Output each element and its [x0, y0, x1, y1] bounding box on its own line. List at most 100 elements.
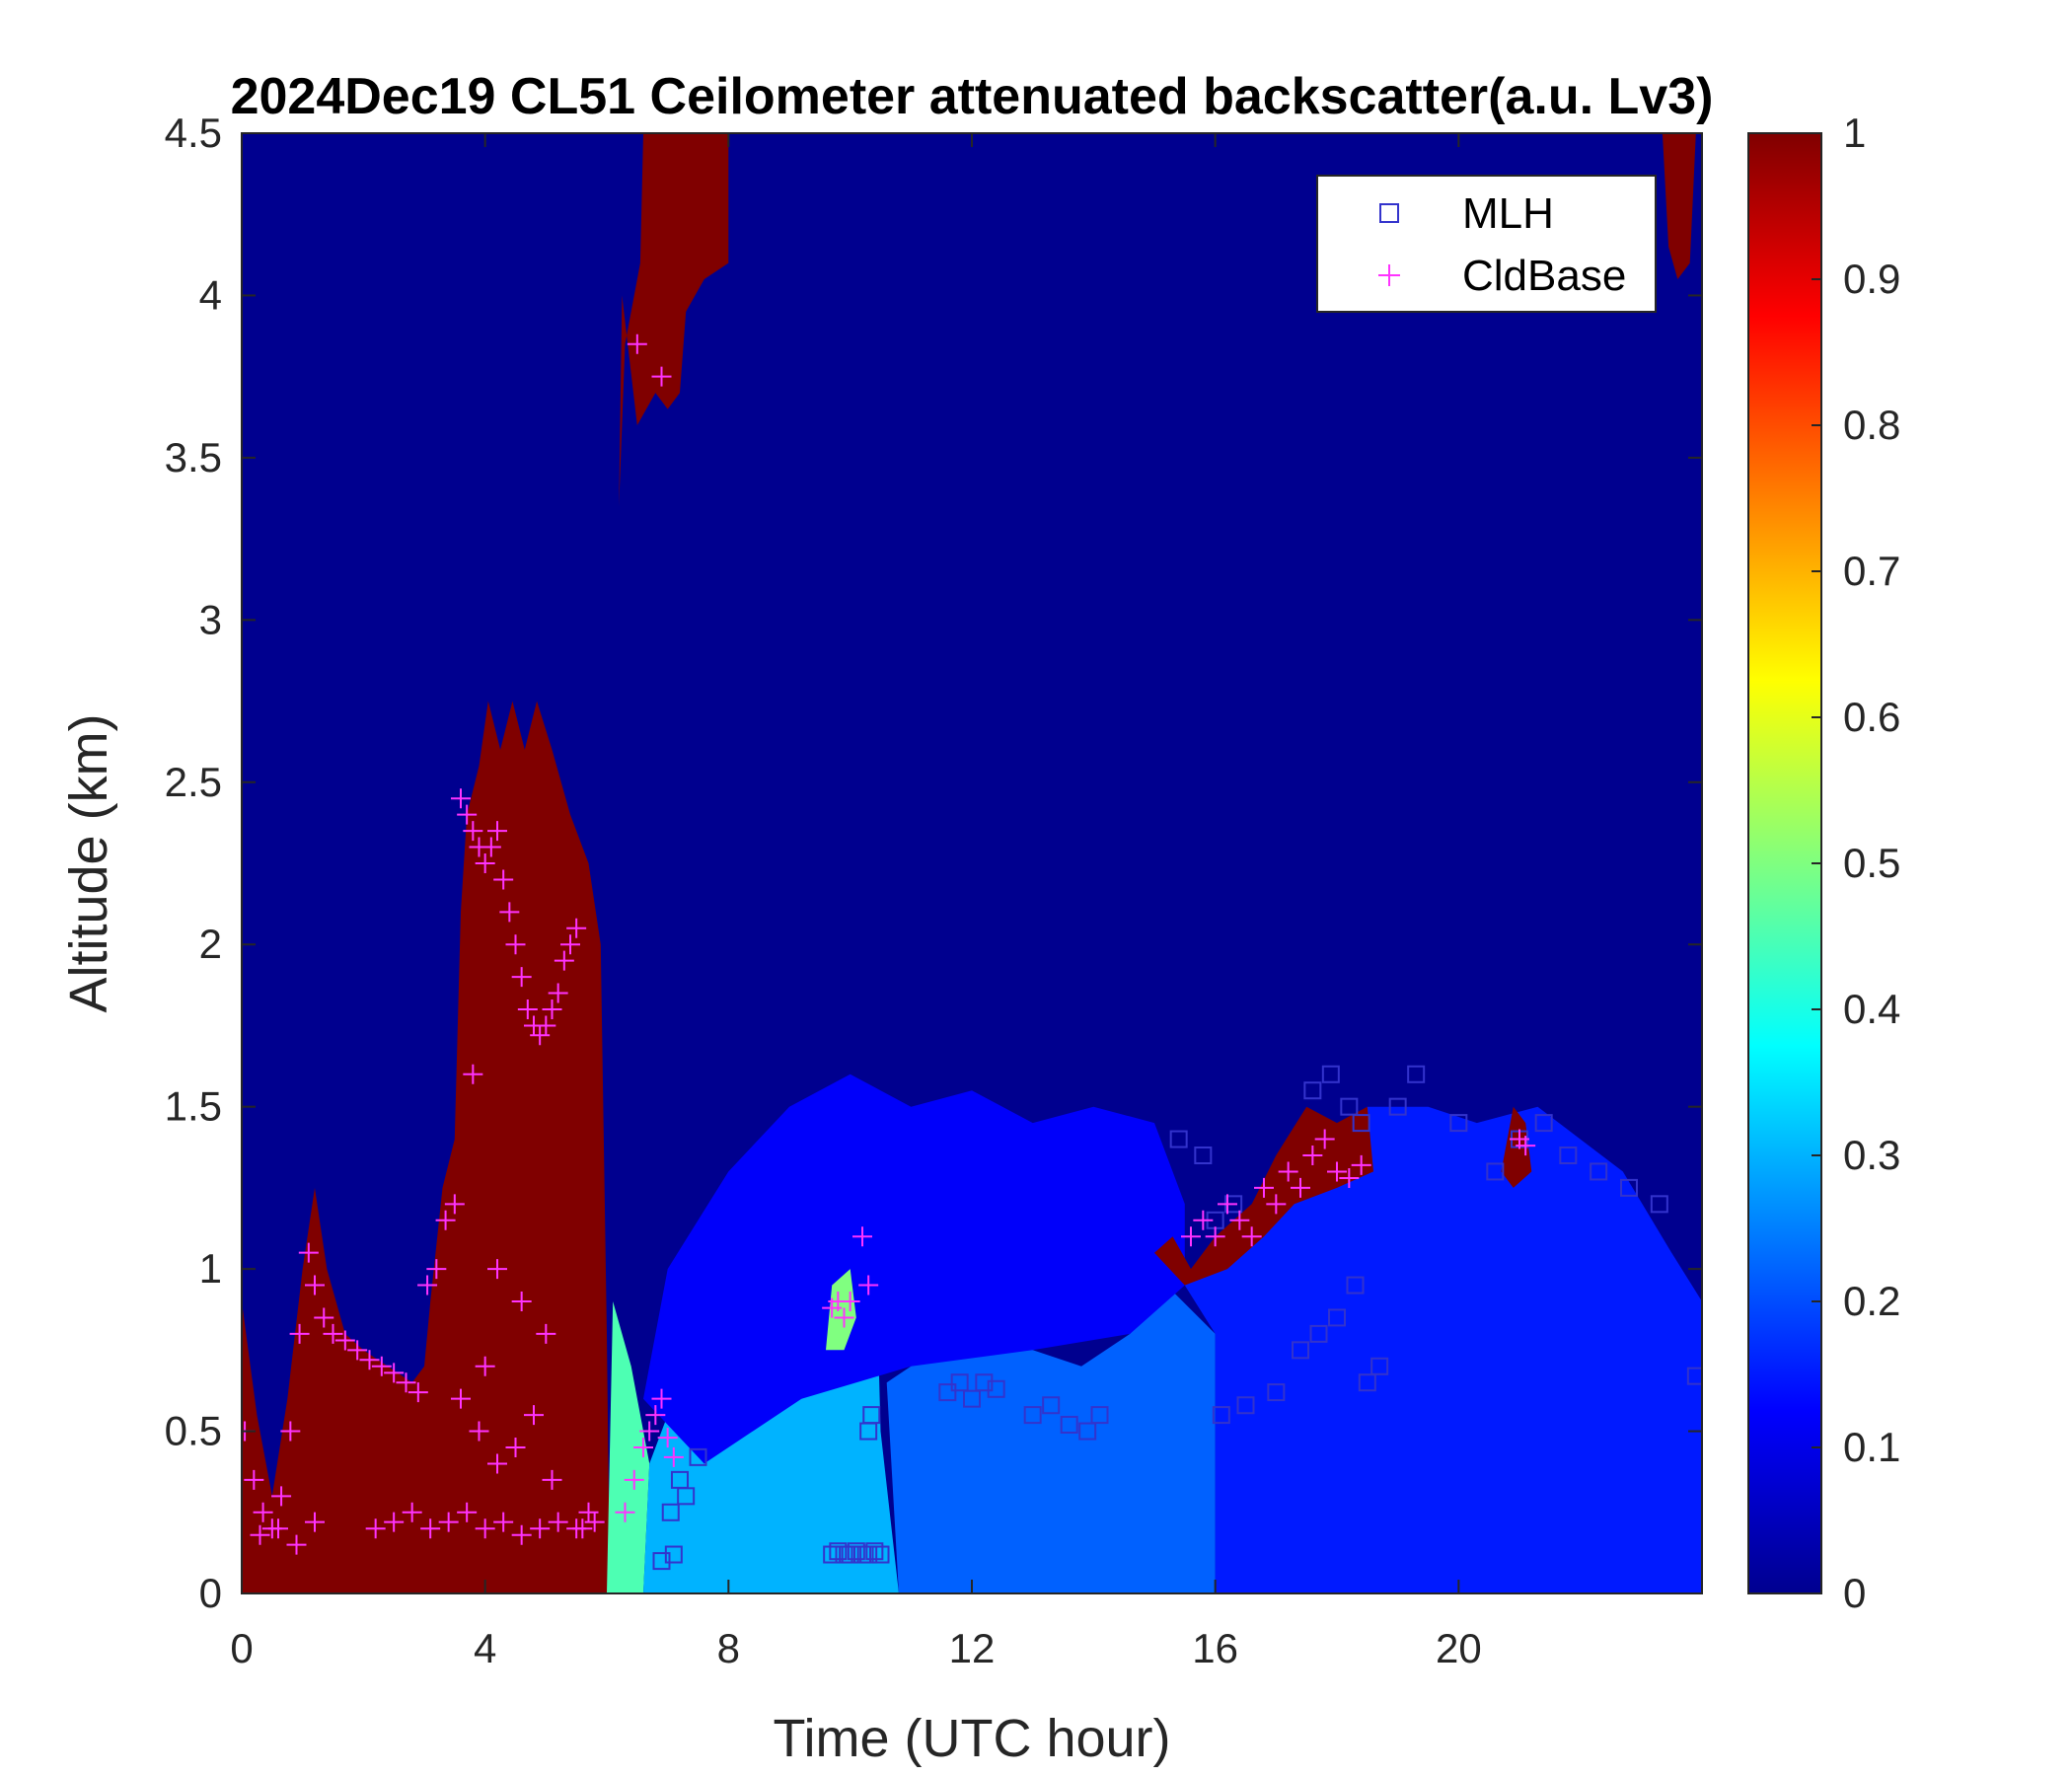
mlh-marker	[963, 1389, 981, 1408]
mlh-marker	[1090, 1406, 1109, 1425]
cldbase-marker	[1314, 1129, 1335, 1149]
cldbase-marker	[305, 1512, 325, 1532]
cldbase-marker	[314, 1307, 334, 1328]
mlh-marker	[1686, 1367, 1702, 1385]
mlh-marker	[1358, 1373, 1376, 1392]
cldbase-marker	[323, 1323, 343, 1344]
colorbar-tick-label: 0.2	[1843, 1278, 1900, 1324]
y-tick-label: 2.5	[165, 759, 222, 805]
y-tick-label: 0	[199, 1570, 222, 1616]
cldbase-marker	[457, 1502, 478, 1522]
mlh-marker	[841, 1545, 859, 1564]
cldbase-marker	[359, 1350, 380, 1370]
mlh-marker	[859, 1545, 878, 1564]
cldbase-marker	[536, 1323, 556, 1344]
cldbase-marker	[584, 1512, 605, 1532]
backscatter-region-5	[886, 1285, 1216, 1593]
cldbase-marker	[560, 934, 580, 955]
cldbase-marker	[624, 1469, 644, 1490]
mlh-marker	[1060, 1415, 1078, 1434]
cldbase-marker	[615, 1502, 635, 1522]
cldbase-marker	[858, 1275, 879, 1295]
chart-title: 2024Dec19 CL51 Ceilometer attenuated bac…	[231, 68, 1714, 125]
y-tick-label: 4.5	[165, 110, 222, 156]
cldbase-marker	[347, 1340, 368, 1361]
mlh-marker	[975, 1373, 994, 1392]
colorbar-axis: 0 0.1 0.2 0.3 0.4 0.5 0.6 0.7 0.8 0.9 1	[1812, 110, 1900, 1616]
mlh-marker	[1212, 1406, 1230, 1425]
cldbase-marker	[384, 1363, 405, 1383]
cldbase-marker	[542, 1469, 562, 1490]
mlh-marker	[950, 1373, 969, 1392]
cldbase-marker	[402, 1502, 422, 1522]
mlh-marker	[829, 1542, 848, 1561]
colorbar-tick-label: 0.8	[1843, 402, 1900, 448]
cldbase-marker	[1229, 1210, 1250, 1230]
x-tick-label: 8	[717, 1625, 740, 1671]
backscatter-region-10	[826, 1269, 856, 1351]
mlh-marker	[1328, 1308, 1346, 1327]
cldbase-marker	[627, 333, 647, 354]
cldbase-marker	[834, 1307, 854, 1328]
mlh-marker	[1236, 1396, 1255, 1415]
cldbase-marker	[1254, 1177, 1274, 1198]
legend-label: CldBase	[1462, 252, 1626, 300]
x-axis-label: Time (UTC hour)	[773, 1709, 1170, 1768]
x-tick-label: 12	[949, 1625, 996, 1671]
cldbase-marker	[840, 1292, 860, 1311]
mlh-marker	[1023, 1406, 1042, 1425]
cldbase-marker	[396, 1372, 416, 1393]
cldbase-marker	[566, 1518, 587, 1539]
cldbase-marker	[451, 1388, 471, 1409]
backscatter-region-6	[1184, 1106, 1702, 1593]
mlh-marker	[1407, 1065, 1426, 1083]
cldbase-marker	[271, 1486, 292, 1507]
mlh-marker	[1042, 1396, 1061, 1415]
mlh-marker	[1346, 1276, 1365, 1295]
cldbase-marker	[1278, 1161, 1298, 1182]
mlh-marker	[1352, 1114, 1370, 1133]
cldbase-marker	[298, 1242, 319, 1263]
cldbase-marker	[536, 1015, 556, 1036]
mlh-marker	[1388, 1097, 1407, 1116]
cldbase-marker	[493, 869, 514, 890]
y-axis-label: Altitude (km)	[59, 713, 118, 1012]
cldbase-marker	[493, 1512, 514, 1532]
mlh-marker	[689, 1447, 707, 1466]
x-tick-label: 20	[1436, 1625, 1482, 1671]
cldbase-marker	[250, 1524, 270, 1545]
cldbase-marker	[280, 1421, 301, 1442]
cldbase-marker	[511, 1292, 532, 1311]
cldbase-marker	[305, 1275, 325, 1295]
colorbar-tick-label: 1	[1843, 110, 1866, 156]
cldbase-marker	[268, 1518, 288, 1539]
mlh-marker	[661, 1503, 680, 1521]
cldbase-marker	[505, 934, 526, 955]
mlh-marker	[987, 1379, 1005, 1398]
cldbase-marker	[475, 1356, 495, 1376]
cldbase-marker	[286, 1534, 307, 1555]
cldbase-marker	[511, 967, 532, 988]
cldbase-marker	[365, 1518, 386, 1539]
cldbase-marker	[645, 1405, 666, 1426]
mlh-marker	[671, 1470, 689, 1489]
cldbase-marker	[487, 1259, 507, 1280]
colorbar-tick-label: 0.4	[1843, 986, 1900, 1032]
mlh-marker	[1169, 1130, 1188, 1148]
cldbase-marker	[420, 1518, 441, 1539]
mlh-marker	[1370, 1357, 1389, 1375]
cldbase-marker	[253, 1502, 273, 1522]
cldbase-marker	[469, 1421, 489, 1442]
mlh-marker	[938, 1383, 957, 1402]
cldbase-marker	[438, 1512, 459, 1532]
y-tick-label: 3	[199, 596, 222, 642]
mlh-marker	[1620, 1178, 1638, 1197]
cldbase-marker	[1516, 1136, 1536, 1156]
colorbar-tick-label: 0	[1843, 1570, 1866, 1616]
cldbase-marker	[487, 1453, 507, 1474]
y-tick-label: 2	[199, 921, 222, 967]
legend-box	[1316, 175, 1657, 313]
cldbase-marker	[1181, 1226, 1201, 1247]
cldbase-marker	[542, 999, 562, 1019]
